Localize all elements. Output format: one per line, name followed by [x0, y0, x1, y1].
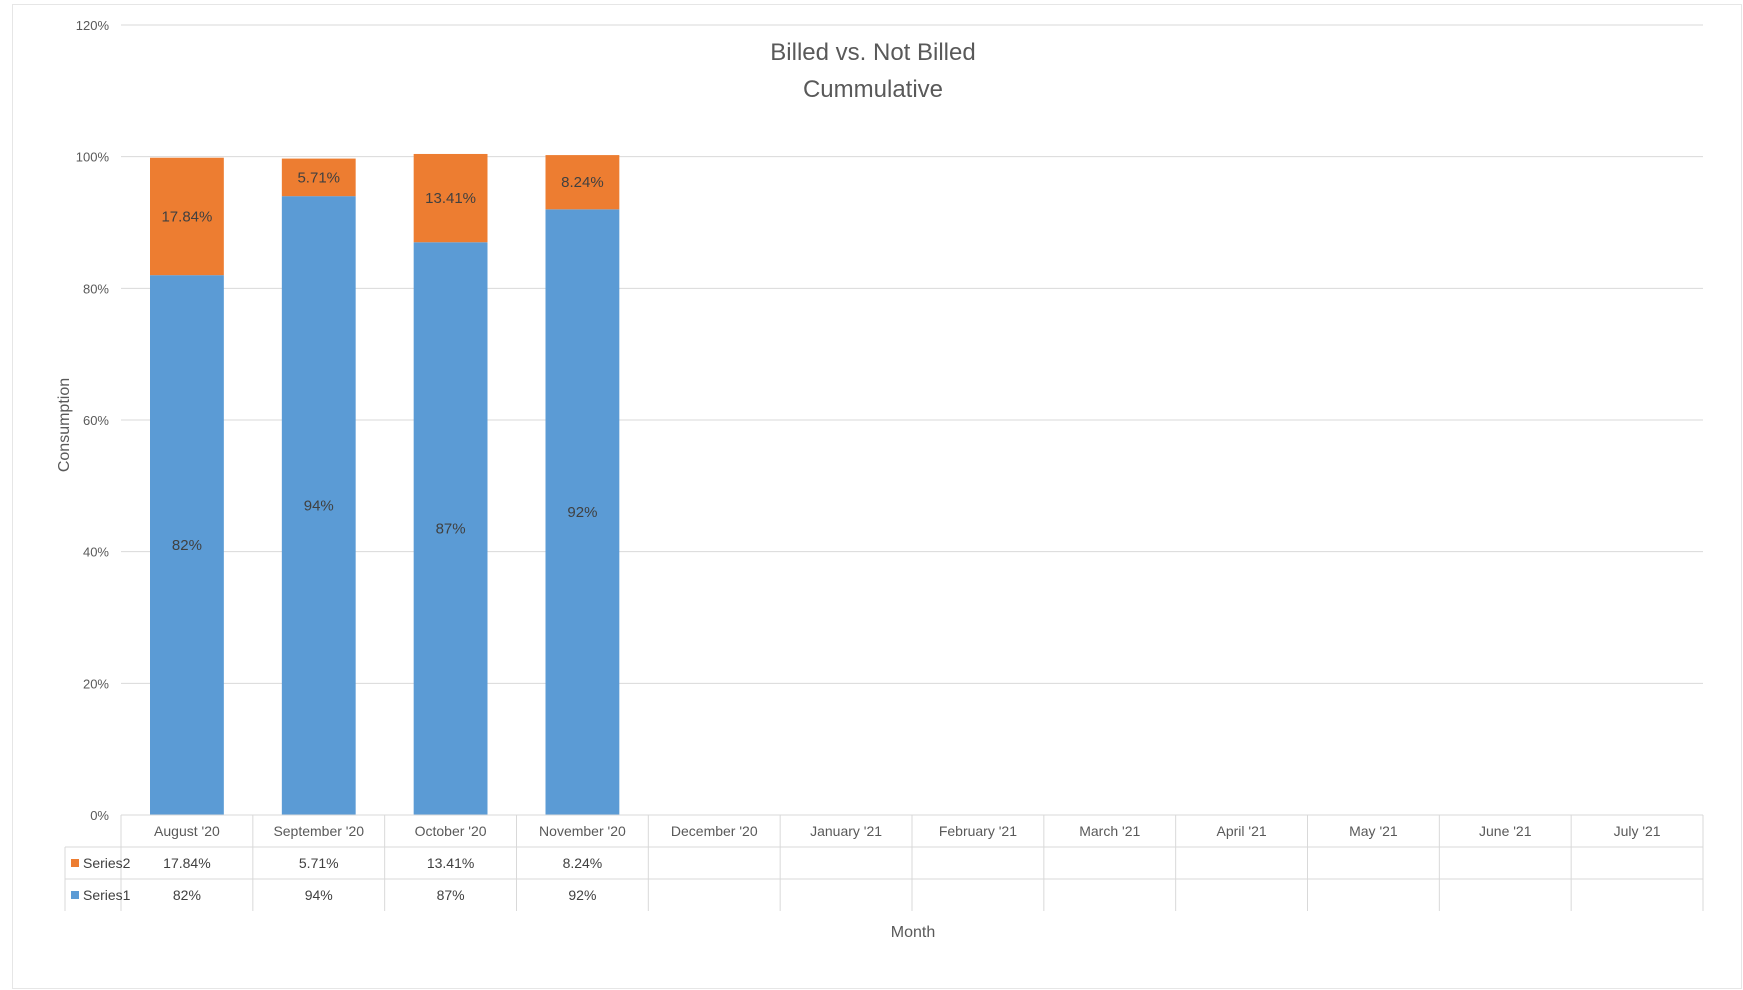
data-label: 94%: [304, 498, 334, 515]
x-tick-label: June '21: [1479, 823, 1532, 839]
chart-svg: Billed vs. Not Billed Cummulative Consum…: [56, 18, 1704, 941]
y-tick-label: 60%: [83, 413, 109, 428]
gridlines: [121, 24, 1703, 684]
y-tick-label: 100%: [76, 150, 110, 165]
x-axis-label: Month: [891, 924, 935, 941]
y-tick-label: 80%: [83, 281, 109, 296]
chart-title: Billed vs. Not Billed: [770, 39, 975, 66]
table-cell: 87%: [437, 887, 465, 903]
bar-series2: [545, 155, 620, 210]
x-tick-label: April '21: [1217, 823, 1267, 839]
x-tick-label: October '20: [415, 823, 487, 839]
bar-series2: [150, 157, 224, 276]
x-tick-label: July '21: [1614, 823, 1661, 839]
x-tick-label: September '20: [273, 823, 364, 839]
bar-series2: [413, 153, 488, 243]
chart-subtitle: Cummulative: [803, 76, 943, 103]
y-axis-label: Consumption: [56, 378, 73, 472]
data-label: 82%: [172, 537, 202, 554]
table-cell: 82%: [173, 887, 201, 903]
data-label: 13.41%: [425, 190, 476, 207]
chart-area: Billed vs. Not Billed Cummulative Consum…: [12, 4, 1742, 989]
x-tick-label: May '21: [1349, 823, 1398, 839]
y-tick-label: 20%: [83, 676, 109, 691]
data-label: 5.71%: [297, 169, 340, 186]
table-cell: 13.41%: [427, 855, 474, 871]
bar-series2: [281, 158, 356, 197]
bar-series1: [545, 209, 620, 816]
bar-series1: [150, 275, 224, 816]
data-label: 92%: [567, 504, 597, 521]
table-cell: 92%: [568, 887, 596, 903]
table-cell: 94%: [305, 887, 333, 903]
x-tick-label: August '20: [154, 823, 220, 839]
bar-series1: [413, 242, 488, 815]
y-axis-ticks: 0% 20% 40% 60% 80% 100% 120%: [76, 18, 110, 823]
bar-series1: [281, 196, 356, 815]
data-label: 8.24%: [561, 174, 604, 191]
y-tick-label: 40%: [83, 545, 109, 560]
data-labels: 82% 17.84% 94% 5.71% 87% 13.41% 92% 8.24%: [161, 169, 603, 554]
data-table: August '20 September '20 October '20 Novemb…: [64, 814, 1704, 911]
bars: [150, 153, 620, 816]
table-cell: 8.24%: [563, 855, 603, 871]
legend-key-series2: [71, 859, 79, 867]
y-tick-label: 0%: [90, 808, 109, 823]
x-tick-label: January '21: [810, 823, 882, 839]
table-cell: 5.71%: [299, 855, 339, 871]
y-tick-label: 120%: [76, 18, 110, 33]
x-tick-label: December '20: [671, 823, 758, 839]
x-tick-label: November '20: [539, 823, 626, 839]
legend-label-series2: Series2: [83, 855, 131, 871]
data-label: 17.84%: [161, 208, 212, 225]
table-cell: 17.84%: [163, 855, 210, 871]
legend-label-series1: Series1: [83, 887, 131, 903]
x-tick-label: February '21: [939, 823, 1017, 839]
data-label: 87%: [436, 521, 466, 538]
legend-key-series1: [71, 891, 79, 899]
x-tick-label: March '21: [1079, 823, 1140, 839]
